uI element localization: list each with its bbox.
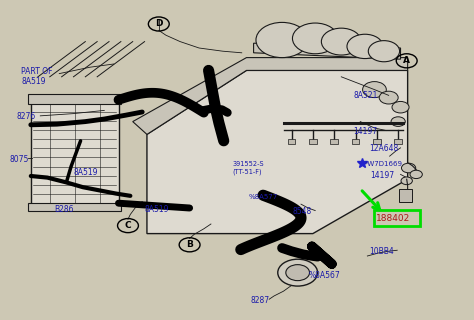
Text: 391552-S
(TT-51-F): 391552-S (TT-51-F)	[232, 161, 264, 175]
Bar	[374, 210, 420, 226]
Text: 8276: 8276	[17, 112, 36, 121]
Text: D: D	[155, 20, 163, 28]
Polygon shape	[147, 70, 408, 234]
Text: 8548: 8548	[293, 207, 312, 216]
Text: 8287: 8287	[250, 296, 269, 305]
Text: PART OF
8A519: PART OF 8A519	[21, 67, 53, 86]
Text: 8A521: 8A521	[353, 92, 377, 100]
Text: %8A577: %8A577	[249, 194, 278, 200]
Bar	[288, 139, 295, 144]
Circle shape	[363, 82, 386, 98]
Bar	[394, 139, 402, 144]
Bar	[31, 96, 118, 210]
Polygon shape	[254, 43, 401, 59]
Text: B: B	[186, 240, 193, 249]
Polygon shape	[133, 58, 408, 134]
Text: %8A567: %8A567	[309, 271, 341, 280]
Bar	[28, 203, 121, 211]
Text: 14197: 14197	[353, 127, 377, 136]
Bar	[352, 139, 359, 144]
Text: 10BB4: 10BB4	[369, 247, 393, 256]
Circle shape	[410, 170, 422, 179]
Ellipse shape	[347, 34, 383, 59]
Circle shape	[286, 265, 310, 281]
Text: 188402: 188402	[376, 214, 410, 223]
Text: 12A648: 12A648	[369, 144, 398, 153]
Ellipse shape	[292, 23, 338, 54]
Text: B286: B286	[55, 205, 74, 214]
Text: 8A519: 8A519	[145, 205, 169, 214]
Bar	[309, 139, 317, 144]
Polygon shape	[24, 10, 450, 304]
Bar	[373, 139, 381, 144]
Circle shape	[391, 117, 405, 126]
Circle shape	[401, 163, 416, 173]
Text: C: C	[125, 221, 131, 230]
Text: 8075: 8075	[9, 156, 29, 164]
Text: *W7D1669: *W7D1669	[365, 161, 403, 167]
Circle shape	[379, 91, 398, 104]
Ellipse shape	[256, 22, 308, 58]
Ellipse shape	[321, 28, 361, 55]
Text: 8A519: 8A519	[73, 168, 98, 177]
Text: A: A	[403, 56, 410, 65]
Ellipse shape	[368, 41, 400, 62]
Text: 14197: 14197	[370, 171, 394, 180]
Bar	[28, 94, 121, 104]
Circle shape	[392, 101, 409, 113]
Circle shape	[278, 259, 318, 286]
Bar	[399, 189, 412, 202]
Circle shape	[401, 177, 412, 185]
Bar	[330, 139, 338, 144]
